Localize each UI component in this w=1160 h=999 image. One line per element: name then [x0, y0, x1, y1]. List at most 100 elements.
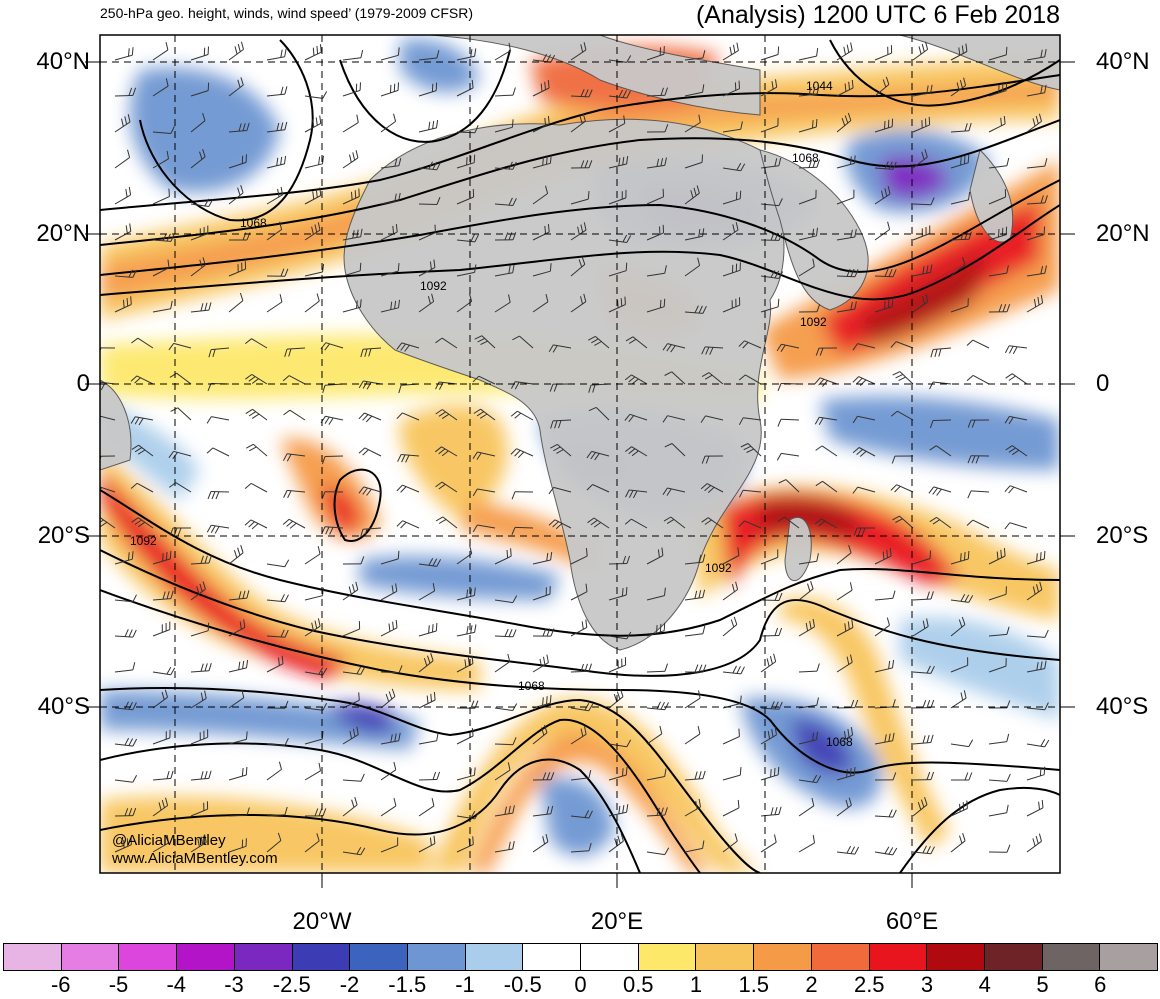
- wind-barb: [1026, 743, 1045, 748]
- wind-barb-feather: [545, 293, 549, 302]
- wind-barb-feather: [922, 296, 925, 305]
- wind-barb-feather: [620, 298, 623, 307]
- wind-barb-feather: [926, 591, 930, 600]
- wind-barb-feather: [664, 443, 673, 448]
- wind-barb: [798, 739, 817, 745]
- wind-barb-feather: [738, 80, 740, 89]
- wind-barb: [252, 408, 268, 421]
- wind-barb-feather: [510, 381, 516, 389]
- wind-barb-feather: [239, 292, 244, 301]
- wind-barb-feather: [660, 807, 664, 816]
- wind-barb: [684, 192, 700, 205]
- wind-barb-feather: [508, 161, 513, 170]
- wind-barb: [722, 269, 741, 277]
- wind-barb: [646, 707, 665, 711]
- colorbar-tick-label: -4: [166, 972, 187, 997]
- wind-barb-feather: [850, 156, 852, 165]
- wind-barb-feather: [588, 406, 597, 412]
- wind-barb-feather: [208, 662, 212, 671]
- wind-barb-feather: [469, 545, 473, 554]
- wind-barb-feather: [618, 89, 624, 98]
- wind-barb-feather: [282, 375, 290, 382]
- wind-barb: [480, 408, 496, 421]
- wind-barb: [418, 660, 434, 673]
- wind-barb-feather: [701, 517, 709, 523]
- wind-barb: [722, 807, 740, 817]
- wind-barb: [228, 845, 247, 853]
- wind-barb: [177, 407, 192, 421]
- wind-barb-feather: [664, 663, 668, 672]
- wind-barb-feather: [930, 197, 935, 205]
- wind-barb-feather: [242, 123, 246, 132]
- wind-barb: [874, 740, 893, 745]
- wind-barb-feather: [432, 120, 435, 129]
- wind-barb-feather: [587, 191, 590, 200]
- wind-barb-feather: [237, 43, 241, 52]
- europe-landmass: [429, 35, 761, 116]
- wind-barb-feather: [245, 766, 248, 776]
- wind-barb-feather: [196, 586, 200, 595]
- wind-barb: [646, 53, 665, 61]
- wind-barb: [325, 342, 344, 349]
- wind-barb-feather: [124, 629, 129, 637]
- wind-barb: [114, 303, 132, 313]
- wind-barb-feather: [208, 555, 212, 564]
- wind-barb: [1026, 92, 1045, 97]
- wind-barb: [836, 120, 852, 133]
- wind-barb-feather: [238, 661, 241, 670]
- wind-barb: [821, 445, 838, 457]
- wind-barb-feather: [132, 702, 137, 710]
- wind-barb-feather: [395, 224, 398, 233]
- wind-barb: [722, 624, 738, 637]
- wind-barb-feather: [392, 621, 394, 630]
- wind-barb-feather: [659, 623, 662, 632]
- wind-barb-feather: [696, 185, 700, 194]
- wind-barb-feather: [548, 487, 555, 495]
- wind-barb-feather: [470, 234, 475, 242]
- wind-barb: [532, 193, 548, 205]
- wind-barb-feather: [542, 628, 547, 637]
- wind-barb-feather: [360, 228, 363, 237]
- wind-barb-feather: [818, 520, 826, 527]
- wind-barb-feather: [131, 517, 139, 523]
- wind-barb-feather: [388, 623, 391, 632]
- wind-barb: [152, 629, 170, 637]
- wind-barb-feather: [207, 383, 212, 392]
- wind-barb-feather: [738, 374, 746, 381]
- colorbar-swatch: [234, 944, 293, 970]
- wind-barb: [950, 51, 968, 61]
- wind-barb-feather: [774, 592, 779, 601]
- wind-barb-feather: [664, 157, 667, 166]
- wind-barb: [1009, 522, 1028, 529]
- wind-barb-feather: [315, 189, 318, 198]
- wind-barb-feather: [1044, 49, 1047, 57]
- wind-barb-feather: [359, 299, 362, 308]
- wind-barb: [114, 194, 131, 205]
- wind-barb-feather: [542, 836, 546, 845]
- wind-barb-feather: [356, 666, 362, 675]
- wind-barb-feather: [470, 811, 476, 819]
- wind-barb-feather: [819, 347, 824, 356]
- wind-barb-feather: [738, 520, 745, 527]
- wind-barb: [114, 558, 133, 565]
- wind-barb: [933, 347, 952, 350]
- wind-barb-feather: [613, 693, 618, 702]
- wind-barb-feather: [812, 228, 815, 237]
- wind-barb-feather: [929, 516, 937, 523]
- wind-barb-feather: [435, 337, 443, 344]
- wind-barb-feather: [282, 518, 290, 525]
- wind-barb-feather: [964, 123, 968, 132]
- wind-barb-feather: [204, 663, 208, 672]
- wind-barb-feather: [892, 590, 896, 599]
- wind-barb: [1026, 668, 1045, 673]
- wind-barb: [684, 91, 703, 97]
- wind-barb: [950, 162, 969, 169]
- wind-barb: [152, 805, 168, 817]
- colorbar-swatch: [984, 944, 1043, 970]
- wind-barb: [114, 635, 134, 638]
- wind-barb: [190, 808, 208, 817]
- wind-barb: [785, 479, 800, 493]
- wind-barb-feather: [328, 417, 334, 425]
- wind-barb: [912, 598, 932, 601]
- wind-barb-feather: [356, 847, 362, 855]
